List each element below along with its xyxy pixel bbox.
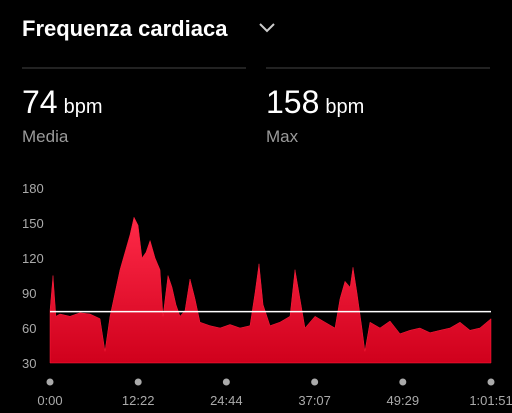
stat-value: 158 bpm (266, 84, 364, 120)
x-tick-label: 1:01:51 (469, 393, 512, 408)
x-tick-dot (399, 378, 407, 386)
y-tick-label: 150 (22, 216, 44, 231)
y-tick-label: 120 (22, 251, 44, 266)
stat-number: 158 (266, 84, 319, 120)
x-tick-label: 12:22 (122, 393, 155, 408)
title: Frequenza cardiaca (22, 16, 228, 41)
stat-label: Media (22, 127, 69, 146)
y-tick-label: 180 (22, 181, 44, 196)
x-tick-label: 37:07 (298, 393, 331, 408)
dropdown-chevron[interactable] (259, 23, 275, 33)
x-tick-dot (46, 378, 54, 386)
x-tick-label: 24:44 (210, 393, 243, 408)
x-tick-dot (487, 378, 495, 386)
stat-label: Max (266, 127, 299, 146)
stat-unit: bpm (64, 96, 103, 118)
heart-rate-area (49, 216, 492, 364)
x-tick-dot (134, 378, 142, 386)
x-tick-dot (222, 378, 230, 386)
x-tick-label: 49:29 (387, 393, 420, 408)
x-tick-label: 0:00 (37, 393, 62, 408)
stat-value: 74 bpm (22, 84, 103, 120)
stat-unit: bpm (325, 96, 364, 118)
y-tick-label: 90 (22, 286, 36, 301)
y-tick-label: 30 (22, 356, 36, 371)
y-tick-label: 60 (22, 321, 36, 336)
x-tick-dot (311, 378, 319, 386)
stat-number: 74 (22, 84, 58, 120)
